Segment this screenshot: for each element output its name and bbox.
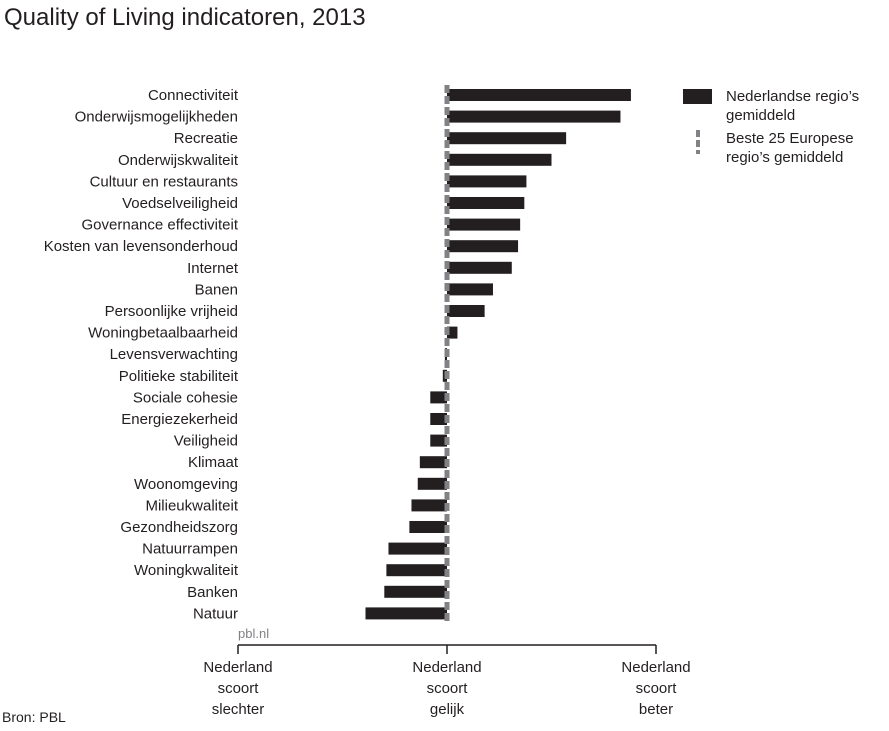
bar: [430, 434, 447, 447]
bar: [430, 391, 447, 404]
category-label: Recreatie: [174, 130, 238, 147]
bar: [417, 477, 447, 490]
bar: [447, 132, 567, 145]
watermark: pbl.nl: [238, 626, 269, 641]
category-label: Banen: [195, 281, 238, 298]
legend: Nederlandse regio’s gemiddeld Beste 25 E…: [683, 87, 883, 171]
category-label: Politieke stabiliteit: [119, 368, 239, 385]
category-label: Internet: [187, 260, 239, 277]
source-note: Bron: PBL: [2, 709, 66, 725]
category-label: Voedselveiligheid: [122, 195, 238, 212]
bar: [384, 585, 447, 598]
x-tick-label: Nederland scoort beter: [621, 659, 690, 718]
legend-item-eu: Beste 25 Europese regio’s gemiddeld: [683, 129, 883, 167]
bar: [430, 413, 447, 425]
category-label: Milieukwaliteit: [145, 497, 238, 514]
category-label: Klimaat: [188, 454, 239, 471]
category-label: Cultuur en restaurants: [90, 173, 238, 190]
bar: [386, 564, 447, 577]
category-label: Governance effectiviteit: [82, 217, 239, 234]
category-label: Gezondheidszorg: [120, 519, 238, 536]
legend-swatch-dashed-line: [696, 130, 700, 154]
legend-item-nl: Nederlandse regio’s gemiddeld: [683, 87, 883, 125]
bar: [447, 89, 631, 101]
bar: [447, 261, 512, 274]
category-label: Woningbetaalbaarheid: [88, 325, 238, 342]
category-label: Banken: [187, 584, 238, 601]
category-label: Natuurrampen: [142, 541, 238, 558]
category-label: Levensverwachting: [110, 346, 238, 363]
category-label: Sociale cohesie: [133, 389, 238, 406]
category-label: Energiezekerheid: [121, 411, 238, 428]
x-tick-label: Nederland scoort gelijk: [412, 659, 481, 718]
bar: [447, 153, 552, 166]
bar: [447, 110, 621, 123]
category-label: Connectiviteit: [148, 87, 239, 104]
chart-title: Quality of Living indicatoren, 2013: [4, 4, 366, 31]
bar: [447, 283, 493, 296]
bar: [447, 326, 458, 339]
x-tick-label: Nederland scoort slechter: [203, 659, 272, 718]
bar: [447, 218, 521, 231]
x-axis: Nederland scoort slechter Nederland scoort ge…: [203, 644, 691, 718]
category-label: Veiligheid: [174, 433, 238, 450]
bar: [409, 521, 447, 533]
legend-swatch-bar: [683, 89, 712, 104]
category-label: Woonomgeving: [134, 476, 238, 493]
bar: [419, 456, 447, 469]
legend-label-nl: Nederlandse regio’s gemiddeld: [726, 88, 860, 124]
bar: [447, 305, 485, 317]
category-label: Woningkwaliteit: [134, 562, 239, 579]
bar: [447, 240, 519, 253]
bars: [365, 89, 631, 620]
bar: [388, 542, 447, 555]
legend-label-eu: Beste 25 Europese regio’s gemiddeld: [726, 130, 854, 166]
bar: [447, 197, 525, 209]
category-label: Onderwijskwaliteit: [118, 152, 239, 169]
category-labels: Connectiviteit Onderwijsmogelijkheden Recr…: [44, 87, 239, 622]
bar: [365, 607, 447, 620]
category-label: Kosten van levensonderhoud: [44, 238, 238, 255]
bar: [447, 175, 527, 188]
category-label: Onderwijsmogelijkheden: [75, 109, 238, 126]
category-label: Persoonlijke vrijheid: [105, 303, 238, 320]
category-label: Natuur: [193, 605, 238, 622]
bar: [411, 499, 447, 512]
